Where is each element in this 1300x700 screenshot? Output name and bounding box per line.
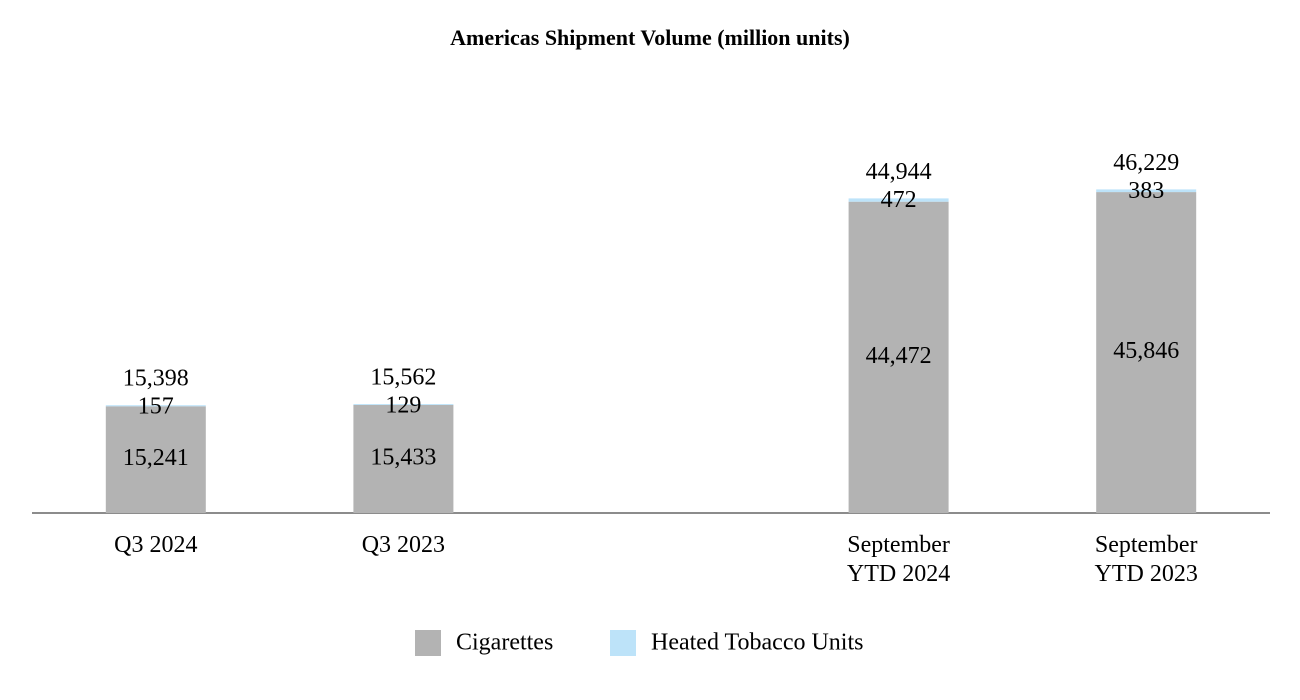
bar-segment <box>105 405 206 407</box>
bar-segment <box>353 404 454 405</box>
data-label: 44,472 <box>866 343 932 369</box>
bar-segment <box>1096 192 1197 513</box>
total-label: 15,562 <box>370 365 436 391</box>
total-label: 15,398 <box>123 366 189 392</box>
data-label: 472 <box>881 187 917 213</box>
data-label: 383 <box>1128 178 1164 204</box>
bar-segment <box>353 404 454 513</box>
legend-swatch <box>610 630 636 656</box>
bar-segment <box>848 198 949 202</box>
x-tick-label: Q3 2024 <box>114 532 198 558</box>
x-tick-label: September YTD 2023 <box>1094 532 1198 587</box>
chart-title: Americas Shipment Volume (million units) <box>450 25 850 50</box>
bar-segment <box>848 201 949 514</box>
bar-segment <box>105 406 206 513</box>
x-tick-label: Q3 2023 <box>361 532 446 558</box>
data-label: 45,846 <box>1113 338 1179 364</box>
x-tick-label: September YTD 2024 <box>846 532 951 587</box>
legend-swatch <box>415 630 441 656</box>
legend-label: Cigarettes <box>456 630 553 656</box>
data-label: 129 <box>385 393 421 419</box>
data-label: 157 <box>138 394 174 420</box>
legend-label: Heated Tobacco Units <box>651 630 863 656</box>
data-label: 15,433 <box>370 444 436 470</box>
bar-segment <box>1096 189 1197 193</box>
total-label: 46,229 <box>1113 150 1179 176</box>
total-label: 44,944 <box>866 159 932 185</box>
data-label: 15,241 <box>123 445 189 471</box>
